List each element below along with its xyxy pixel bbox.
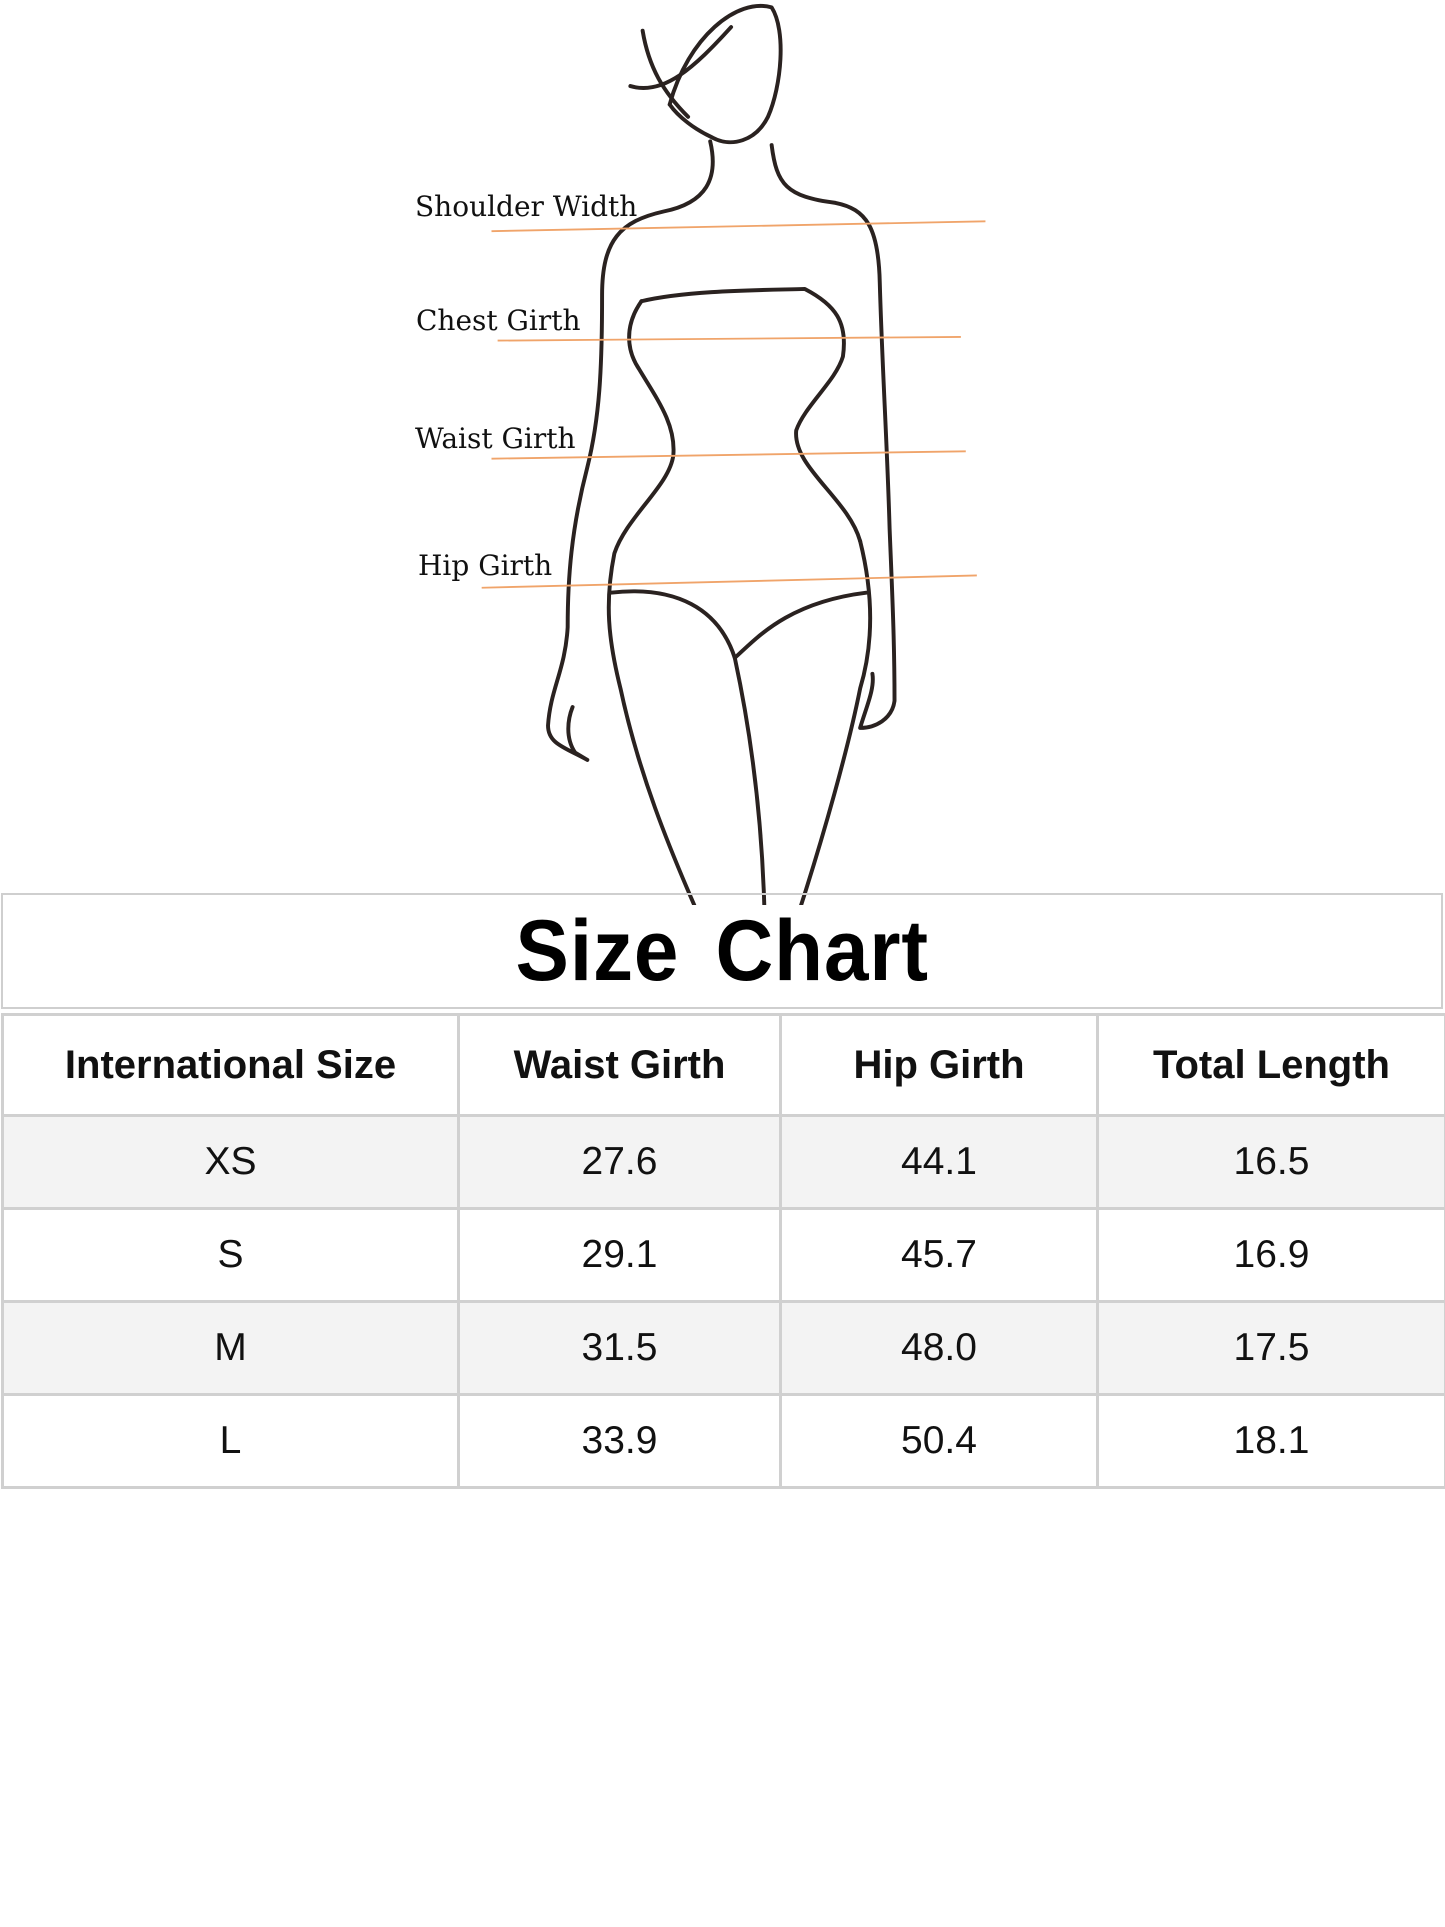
table-row: XS 27.6 44.1 16.5 (1, 1114, 1445, 1210)
header-cell: International Size (1, 1013, 460, 1117)
right-shoulder-arm (769, 143, 897, 730)
cell: 17.5 (1096, 1300, 1445, 1396)
hair-stroke (640, 28, 691, 119)
header-row: International Size Waist Girth Hip Girth… (1, 1013, 1445, 1117)
torso-left (606, 299, 697, 905)
header-cell: Waist Girth (457, 1013, 782, 1117)
hip-line (481, 574, 977, 589)
title-box: Size Chart (1, 893, 1443, 1009)
chest-line (497, 335, 961, 342)
header-cell: Total Length (1096, 1013, 1445, 1117)
cell: XS (1, 1114, 460, 1210)
inner-leg (732, 655, 767, 905)
size-table: International Size Waist Girth Hip Girth… (1, 1013, 1445, 1489)
cell: 33.9 (457, 1393, 782, 1489)
briefs (608, 589, 869, 660)
cell: 48.0 (779, 1300, 1099, 1396)
cell: 50.4 (779, 1393, 1099, 1489)
table-row: S 29.1 45.7 16.9 (1, 1207, 1445, 1303)
cell: 44.1 (779, 1114, 1099, 1210)
table-row: M 31.5 48.0 17.5 (1, 1300, 1445, 1396)
label-hip-girth: Hip Girth (418, 549, 553, 582)
cell: M (1, 1300, 460, 1396)
table-row: L 33.9 50.4 18.1 (1, 1393, 1445, 1489)
cell: 18.1 (1096, 1393, 1445, 1489)
label-shoulder-width: Shoulder Width (415, 190, 638, 223)
label-chest-girth: Chest Girth (416, 304, 581, 337)
waist-line (491, 450, 966, 460)
cell: 45.7 (779, 1207, 1099, 1303)
page-title: Size Chart (515, 902, 929, 999)
cell: 16.9 (1096, 1207, 1445, 1303)
cell: S (1, 1207, 460, 1303)
header-cell: Hip Girth (779, 1013, 1099, 1117)
cell: 16.5 (1096, 1114, 1445, 1210)
body-measurement-figure (481, 4, 986, 905)
cell: 27.6 (457, 1114, 782, 1210)
cell: 29.1 (457, 1207, 782, 1303)
head-outline (667, 4, 783, 145)
label-waist-girth: Waist Girth (415, 422, 576, 455)
cell: L (1, 1393, 460, 1489)
left-shoulder-arm (546, 139, 715, 762)
torso-top (639, 286, 863, 544)
cell: 31.5 (457, 1300, 782, 1396)
leg-right (799, 539, 873, 905)
shoulder-line (491, 220, 986, 233)
